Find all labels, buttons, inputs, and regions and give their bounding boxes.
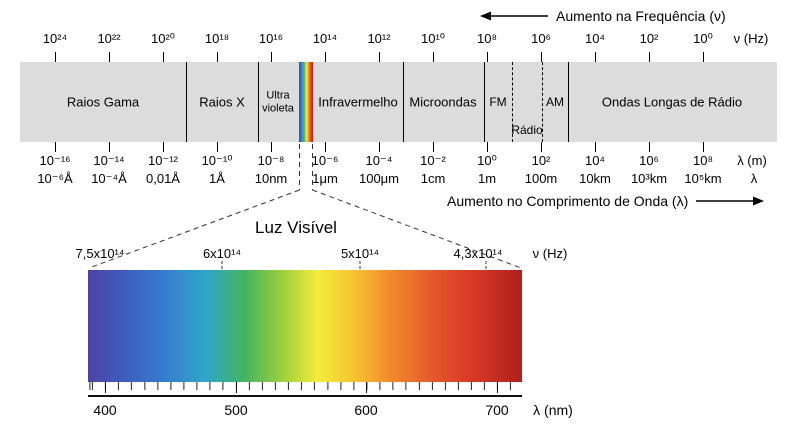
wavelength-common-tick: 0,01Å bbox=[146, 171, 180, 186]
ruler-major-tick bbox=[236, 382, 237, 393]
wavelength-common-tick: 100m bbox=[524, 171, 558, 186]
visible-freq-unit: ν (Hz) bbox=[532, 246, 568, 261]
wavelength-m-tick: 10⁻⁴ bbox=[365, 153, 393, 168]
freq-tick: 10²² bbox=[97, 31, 121, 46]
wavelength-common-tick: 10⁵km bbox=[684, 171, 722, 186]
wavelength-common-tick: 10⁻⁴Å bbox=[91, 171, 127, 186]
region-radio: Rádio bbox=[511, 123, 543, 137]
wavelength-ruler bbox=[88, 382, 522, 397]
wavelength-common-axis-unit: λ bbox=[750, 171, 758, 186]
band-separator bbox=[403, 62, 404, 142]
band-separator bbox=[258, 62, 259, 142]
wavelength-common-tick: 1cm bbox=[420, 171, 446, 186]
visible-freq-tick: 5x10¹⁴ bbox=[340, 246, 380, 261]
wavelength-m-tick: 10⁴ bbox=[584, 153, 606, 168]
top-tick-marks bbox=[55, 52, 705, 62]
freq-tick: 10¹⁸ bbox=[204, 31, 230, 46]
region-fm: FM bbox=[489, 95, 507, 109]
freq-tick: 10¹⁶ bbox=[258, 31, 284, 46]
visible-light-title: Luz Visível bbox=[255, 218, 337, 237]
region-microondas: Microondas bbox=[409, 94, 477, 110]
freq-tick: 10² bbox=[639, 31, 659, 46]
wavelength-common-tick: 10⁻⁶Å bbox=[37, 171, 73, 186]
visible-nm-tick: 600 bbox=[354, 402, 378, 418]
region-ondas-longas: Ondas Longas de Rádio bbox=[601, 94, 743, 110]
freq-tick: 10²⁴ bbox=[42, 31, 68, 46]
wavelength-m-tick: 10⁰ bbox=[477, 153, 497, 168]
wavelength-m-axis-unit: λ (m) bbox=[737, 153, 767, 168]
visible-freq-tick: 4,3x10¹⁴ bbox=[453, 246, 503, 261]
region-raios-x: Raios X bbox=[199, 94, 245, 110]
wavelength-common-tick: 1Å bbox=[209, 171, 225, 186]
wavelength-m-tick: 10⁻¹² bbox=[148, 153, 178, 168]
wavelength-common-tick: 10km bbox=[579, 171, 611, 186]
freq-tick: 10¹⁴ bbox=[312, 31, 338, 46]
freq-tick: 10¹² bbox=[367, 31, 391, 46]
band-separator bbox=[484, 62, 485, 142]
wavelength-m-tick: 10⁸ bbox=[693, 153, 713, 168]
visible-nm-unit: λ (nm) bbox=[533, 402, 573, 418]
spectrum-band: Raios Gama Raios X Ultra violeta Infrave… bbox=[20, 62, 777, 142]
wavelength-m-tick: 10⁻¹⁰ bbox=[201, 153, 233, 168]
wavelength-m-tick: 10⁻⁸ bbox=[257, 153, 285, 168]
ruler-major-tick bbox=[105, 382, 106, 393]
left-arrow-icon bbox=[480, 11, 548, 21]
band-separator bbox=[186, 62, 187, 142]
wavelength-common-tick: 100μm bbox=[358, 171, 400, 186]
region-raios-gama: Raios Gama bbox=[66, 94, 140, 110]
wavelength-m-tick: 10² bbox=[531, 153, 551, 168]
wavelength-common-tick: 1m bbox=[477, 171, 497, 186]
visible-nm-tick: 700 bbox=[485, 402, 509, 418]
visible-nm-tick: 500 bbox=[224, 402, 248, 418]
wavelength-direction-label: Aumento no Comprimento de Onda (λ) bbox=[447, 193, 689, 209]
wavelength-common-tick: 1μm bbox=[312, 171, 338, 186]
ruler-major-tick bbox=[497, 382, 498, 393]
freq-tick: 10⁶ bbox=[531, 31, 551, 46]
wavelength-common-tick: 10nm bbox=[254, 171, 288, 186]
frequency-direction: Aumento na Frequência (ν) bbox=[480, 8, 726, 24]
freq-tick: 10⁰ bbox=[693, 31, 713, 46]
region-ultravioleta: Ultra violeta bbox=[262, 89, 294, 114]
visible-light-gradient bbox=[88, 270, 522, 382]
band-separator bbox=[568, 62, 569, 142]
wavelength-m-tick: 10⁻¹⁶ bbox=[39, 153, 71, 168]
wavelength-m-tick: 10⁻² bbox=[420, 153, 446, 168]
freq-axis-unit: ν (Hz) bbox=[733, 31, 769, 46]
region-infravermelho: Infravermelho bbox=[318, 94, 398, 110]
band-separator-dashed bbox=[512, 62, 513, 142]
visible-band-strip bbox=[299, 62, 313, 142]
visible-freq-tick: 7,5x10¹⁴ bbox=[75, 246, 125, 261]
frequency-direction-label: Aumento na Frequência (ν) bbox=[556, 8, 726, 24]
band-separator-dashed bbox=[542, 62, 543, 142]
visible-freq-tick: 6x10¹⁴ bbox=[202, 246, 242, 261]
right-arrow-icon bbox=[696, 196, 765, 206]
wavelength-m-tick: 10⁻⁶ bbox=[311, 153, 339, 168]
freq-tick: 10⁴ bbox=[584, 31, 606, 46]
ruler-minor-ticks bbox=[88, 382, 522, 390]
ruler-major-tick bbox=[366, 382, 367, 393]
bottom-tick-marks bbox=[55, 142, 705, 152]
wavelength-common-tick: 10³km bbox=[630, 171, 668, 186]
wavelength-direction: Aumento no Comprimento de Onda (λ) bbox=[447, 193, 765, 209]
wavelength-m-tick: 10⁻¹⁴ bbox=[93, 153, 125, 168]
region-am: AM bbox=[546, 95, 564, 109]
freq-tick: 10⁸ bbox=[477, 31, 497, 46]
freq-tick: 10²⁰ bbox=[150, 31, 176, 46]
visible-nm-tick: 400 bbox=[93, 402, 117, 418]
wavelength-m-tick: 10⁶ bbox=[639, 153, 659, 168]
freq-tick: 10¹⁰ bbox=[420, 31, 446, 46]
